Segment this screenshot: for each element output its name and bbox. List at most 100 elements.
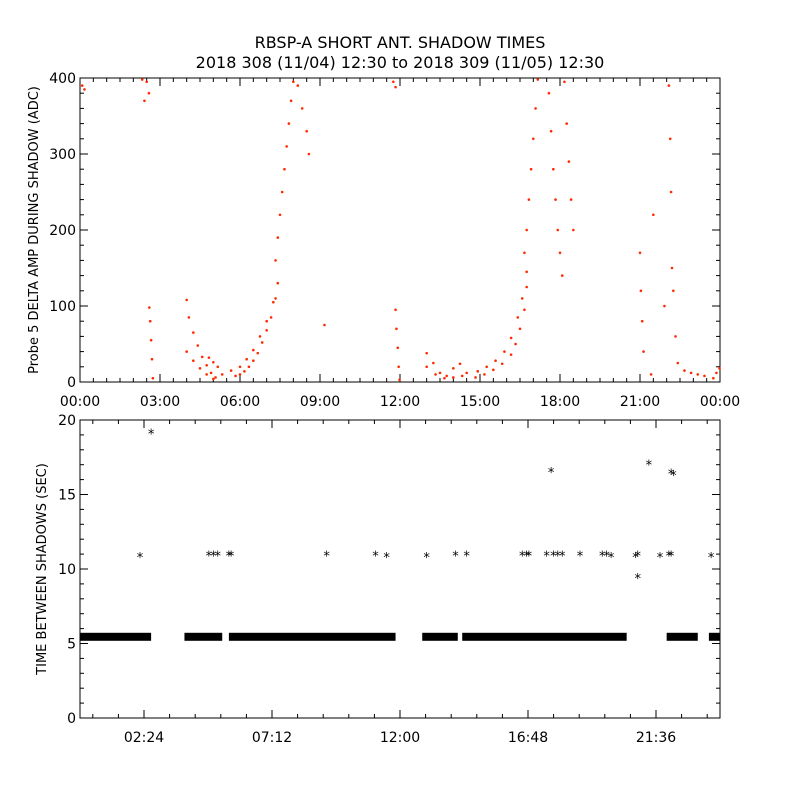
data-point	[683, 369, 686, 372]
data-point	[465, 371, 468, 375]
asterisk-point: *	[206, 550, 213, 565]
asterisk-point: *	[603, 550, 610, 565]
asterisk-point: *	[550, 550, 557, 565]
asterisk-point: *	[452, 550, 459, 565]
data-point	[216, 365, 220, 369]
plot-frame	[79, 77, 721, 383]
data-point	[285, 145, 288, 148]
data-point	[269, 316, 273, 319]
asterisk-point: *	[555, 550, 562, 565]
data-point	[549, 129, 553, 133]
data-point	[443, 376, 446, 380]
data-point	[149, 338, 153, 342]
data-point	[674, 335, 677, 338]
figure-title-line2: 2018 308 (11/04) 12:30 to 2018 309 (11/0…	[196, 53, 605, 72]
data-point	[536, 78, 540, 81]
data-point	[712, 376, 715, 380]
asterisk-point: *	[657, 551, 664, 566]
data-point	[503, 350, 506, 353]
x-tick-label: 12:00	[380, 730, 420, 746]
data-point	[395, 327, 398, 331]
asterisk-point: *	[523, 550, 530, 565]
data-point	[305, 129, 308, 133]
data-point	[474, 376, 477, 379]
data-point	[516, 316, 520, 319]
asterisk-point: *	[423, 551, 430, 566]
y-tick-label: 15	[58, 488, 76, 504]
data-point	[460, 374, 464, 378]
asterisk-point: *	[668, 550, 675, 565]
delta-amp-panel: 0 100 200 300 400 00:00 03:00 06:00 09:00 12:00 15…	[27, 71, 740, 410]
data-point	[247, 365, 251, 369]
y-tick-label: 10	[58, 562, 76, 578]
x-tick-label: 12:00	[380, 394, 420, 410]
data-point	[397, 365, 400, 369]
data-point	[525, 270, 528, 274]
data-point	[438, 371, 442, 375]
asterisk-point: *	[635, 572, 642, 587]
data-point	[307, 152, 311, 156]
x-tick-label: 02:24	[124, 730, 164, 746]
y-tick-label: 100	[49, 299, 76, 315]
y-tick-label: 200	[49, 223, 76, 239]
asterisk-point: *	[137, 551, 144, 566]
data-point	[523, 251, 526, 255]
data-point	[483, 373, 486, 376]
data-points	[80, 78, 721, 382]
data-point	[500, 362, 504, 366]
data-point	[558, 251, 562, 255]
x-tick-label: 18:00	[540, 394, 580, 410]
data-point	[494, 359, 497, 363]
data-point	[205, 373, 208, 376]
data-point	[529, 167, 533, 171]
y-tick-label: 400	[49, 71, 76, 87]
data-point	[143, 99, 146, 103]
data-point	[392, 80, 395, 84]
asterisk-point: *	[666, 550, 673, 565]
data-point	[394, 308, 397, 312]
data-point	[287, 122, 291, 125]
data-point	[569, 198, 573, 201]
data-point	[689, 371, 693, 375]
asterisk-point: *	[323, 550, 330, 565]
data-point	[520, 297, 524, 300]
data-point	[276, 281, 280, 285]
data-point	[212, 360, 215, 364]
asterisk-point: *	[372, 550, 379, 565]
baseline-band	[422, 632, 458, 641]
data-point	[663, 304, 666, 308]
data-point	[640, 319, 644, 323]
data-point	[458, 362, 462, 366]
data-point	[296, 84, 300, 87]
x-tick-label: 00:00	[700, 394, 740, 410]
data-point	[514, 342, 517, 346]
asterisk-point: *	[577, 550, 584, 565]
data-point	[192, 331, 195, 334]
plot-frame	[79, 419, 721, 719]
data-point	[276, 236, 280, 239]
data-point	[147, 91, 151, 95]
y-tick-label: 20	[58, 413, 76, 429]
data-point	[185, 298, 188, 302]
data-point	[560, 274, 564, 277]
data-point	[148, 306, 151, 309]
data-point	[715, 371, 718, 375]
data-point	[509, 336, 513, 340]
data-point	[145, 80, 148, 84]
x-tick-label: 03:00	[140, 394, 180, 410]
asterisk-point: *	[226, 550, 233, 565]
data-point	[567, 160, 571, 163]
asterisk-point: *	[559, 550, 566, 565]
asterisk-point: *	[646, 459, 653, 474]
data-point	[196, 344, 200, 347]
data-point	[425, 351, 428, 355]
data-point	[283, 167, 286, 171]
baseline-band	[80, 632, 152, 641]
data-point	[150, 357, 154, 361]
data-point	[518, 327, 522, 331]
data-point	[572, 228, 575, 232]
y-axis-title: TIME BETWEEN SHADOWS (SEC)	[35, 463, 50, 676]
asterisk-point: *	[635, 550, 642, 565]
data-point	[696, 373, 700, 376]
